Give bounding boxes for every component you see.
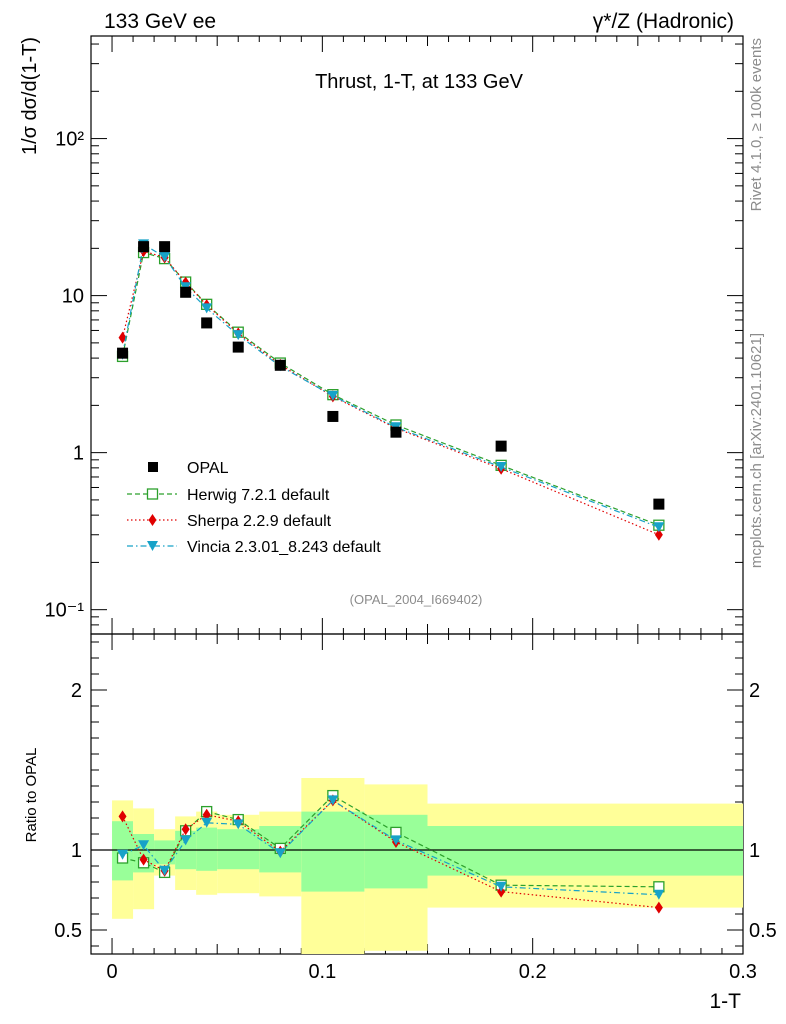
legend-label-opal: OPAL (187, 460, 229, 477)
header-left: 133 GeV ee (104, 10, 216, 33)
x-tick-label-1: 0.1 (308, 961, 336, 983)
band-inner-7 (301, 811, 365, 892)
bottom-panel-frame (90, 633, 744, 955)
top-point-sherpa-0 (118, 331, 127, 344)
ratio-point-vincia-1 (138, 840, 150, 851)
ratio-point-vincia-7 (327, 795, 339, 806)
ratio-point-vincia-3 (180, 835, 192, 846)
band-inner-9 (427, 826, 743, 876)
legend-entry-vincia: Vincia 2.3.01_8.243 default (127, 539, 381, 556)
top-point-data-2 (159, 241, 171, 253)
legend-entry-opal: OPAL (148, 460, 229, 477)
top-y-axis-label: 1/σ dσ/d(1-T) (19, 37, 41, 155)
mcplots-label: mcplots.cern.ch [arXiv:2401.10621] (748, 333, 765, 568)
top-y-tick-label-0: 10⁻¹ (45, 600, 85, 622)
ratio-point-vincia-2 (159, 865, 171, 876)
bottom-y-tick-label-1: 1 (71, 840, 82, 862)
top-y-tick-label-3: 10² (55, 129, 84, 151)
band-inner-5 (217, 829, 260, 870)
ratio-point-vincia-5 (232, 819, 244, 830)
legend-marker-opal (148, 462, 158, 472)
reference-label: (OPAL_2004_I669402) (350, 592, 483, 607)
legend: OPAL Herwig 7.2.1 default Sherpa 2.2.9 d… (127, 460, 381, 556)
legend-entry-sherpa: Sherpa 2.2.9 default (127, 513, 332, 530)
ratio-point-sherpa-0 (118, 810, 127, 823)
bottom-y-tick-label-right-2: 2 (749, 680, 760, 702)
rivet-label: Rivet 4.1.0, ≥ 100k events (748, 38, 765, 211)
top-point-data-7 (327, 410, 339, 422)
top-line-vincia (121, 243, 660, 528)
top-series-layer (116, 239, 665, 541)
x-tick-label-2: 0.2 (519, 961, 547, 983)
bottom-panel-layer (91, 778, 743, 954)
top-point-data-8 (390, 426, 402, 438)
bottom-y-tick-label-right-0: 0.5 (749, 920, 777, 942)
band-inner-2 (154, 840, 176, 865)
x-tick-label-3: 0.3 (729, 961, 757, 983)
ratio-point-sherpa-3 (181, 823, 190, 836)
top-point-sherpa-10 (654, 528, 663, 541)
plot-title: Thrust, 1-T, at 133 GeV (315, 71, 524, 93)
ratio-point-vincia-4 (201, 817, 213, 828)
top-line-herwig (121, 251, 660, 526)
top-point-data-10 (653, 498, 665, 510)
legend-entry-herwig: Herwig 7.2.1 default (127, 487, 330, 504)
top-point-vincia-5 (232, 330, 244, 341)
top-point-data-4 (201, 317, 213, 329)
bottom-y-axis-label: Ratio to OPAL (23, 748, 40, 843)
top-point-vincia-4 (201, 303, 213, 314)
ratio-point-vincia-10 (653, 889, 665, 900)
x-axis-label: 1-T (710, 990, 742, 1013)
header-right: γ*/Z (Hadronic) (593, 10, 734, 33)
top-point-data-0 (117, 347, 129, 359)
ratio-point-vincia-8 (390, 835, 402, 846)
legend-marker-herwig (146, 488, 159, 500)
ratio-point-vincia-0 (117, 849, 129, 860)
bottom-y-tick-label-2: 2 (71, 680, 82, 702)
legend-marker-vincia (147, 541, 158, 551)
top-point-vincia-7 (327, 390, 339, 401)
band-inner-4 (196, 827, 218, 871)
top-point-data-3 (180, 286, 192, 298)
legend-label-sherpa: Sherpa 2.2.9 default (187, 513, 332, 530)
bottom-y-tick-label-right-1: 1 (749, 840, 760, 862)
x-tick-label-0: 0 (106, 961, 117, 983)
top-point-vincia-2 (159, 252, 171, 263)
top-point-data-1 (138, 241, 150, 253)
ratio-point-vincia-6 (274, 848, 286, 859)
legend-label-herwig: Herwig 7.2.1 default (187, 487, 330, 504)
top-point-data-6 (274, 359, 286, 371)
legend-label-vincia: Vincia 2.3.01_8.243 default (187, 539, 381, 556)
top-point-data-9 (495, 440, 507, 452)
ratio-point-sherpa-1 (139, 853, 148, 866)
legend-marker-sherpa (148, 514, 157, 526)
top-point-vincia-10 (653, 522, 665, 533)
bottom-y-tick-label-0: 0.5 (54, 920, 82, 942)
top-point-vincia-9 (495, 462, 507, 473)
top-y-tick-label-2: 10 (62, 286, 84, 308)
top-point-data-5 (232, 341, 244, 353)
ratio-point-vincia-9 (495, 881, 507, 892)
ratio-point-sherpa-10 (654, 901, 663, 914)
top-y-tick-label-1: 1 (73, 443, 84, 465)
